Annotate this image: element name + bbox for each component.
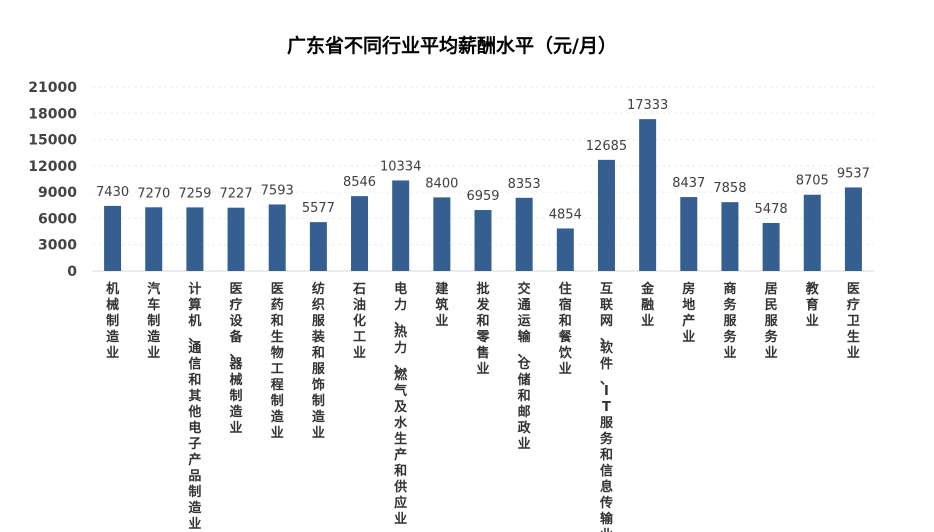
data-label: 7858: [713, 181, 746, 196]
bar: [433, 197, 451, 271]
bar: [186, 207, 204, 271]
bar: [721, 202, 739, 271]
bar: [639, 119, 657, 271]
bar: [268, 204, 286, 271]
y-tick-label: 18000: [28, 106, 77, 122]
y-tick-label: 9000: [38, 185, 77, 201]
category-label: 电力、热力、燃气及水生产和供应业: [393, 281, 408, 527]
y-axis-ticks: 0 3000 6000 9000 12000 15000 18000 21000: [28, 80, 77, 280]
data-label: 8400: [425, 176, 458, 191]
bar: [680, 197, 698, 271]
bar: [556, 228, 574, 271]
bar: [762, 223, 780, 271]
category-label: 计算机、通信和其他电子产品制造业: [187, 281, 202, 532]
category-label: 医疗卫生业: [847, 282, 860, 361]
category-label: 互联网、软件、IT服务和信息传输业: [599, 282, 614, 532]
data-label: 5478: [755, 202, 788, 217]
category-label: 纺织服装和服饰制造业: [311, 281, 326, 441]
category-label: 房地产业: [682, 281, 695, 345]
data-label: 10334: [380, 159, 421, 174]
bar: [474, 210, 492, 271]
y-tick-label: 0: [67, 264, 77, 280]
data-label: 6959: [466, 189, 499, 204]
chart-title: 广东省不同行业平均薪酬水平（元/月）: [287, 34, 617, 57]
category-label: 机械制造业: [106, 281, 120, 361]
category-label: 教育业: [805, 281, 820, 329]
bar: [145, 207, 163, 271]
category-label: 石油化工业: [352, 282, 366, 361]
data-label: 7593: [261, 183, 294, 198]
category-label: 医疗设备、器械制造业: [229, 282, 244, 436]
bar: [844, 187, 862, 271]
bar: [309, 222, 327, 271]
category-label: 建筑业: [435, 281, 448, 329]
bar: [104, 205, 122, 271]
data-label: 8353: [508, 177, 541, 192]
data-label: 9537: [837, 166, 870, 181]
data-label: 12685: [586, 139, 627, 154]
bar: [597, 159, 615, 271]
y-tick-label: 12000: [28, 159, 77, 175]
bars: [104, 119, 862, 271]
data-label: 8705: [796, 174, 829, 189]
data-label: 7259: [178, 186, 211, 201]
bar: [227, 207, 245, 271]
data-label: 17333: [627, 98, 668, 113]
category-label: 交通运输、仓储和邮政业: [517, 281, 532, 452]
data-label: 4854: [549, 207, 582, 222]
y-tick-label: 21000: [28, 80, 77, 96]
data-label: 8546: [343, 175, 376, 190]
bar: [515, 197, 533, 271]
category-label: 医药和生物工程制造业: [271, 282, 285, 441]
y-tick-label: 15000: [28, 133, 77, 149]
category-label: 汽车制造业: [147, 281, 161, 361]
category-label: 住宿和餐饮业: [558, 281, 573, 377]
data-label: 8437: [672, 176, 705, 191]
data-label: 7270: [137, 186, 170, 201]
data-label: 7430: [96, 185, 129, 200]
category-labels: 机械制造业 汽车制造业 计算机、通信和其他电子产品制造业 医疗设备、器械制造业 医药和生…: [106, 281, 860, 532]
y-tick-label: 3000: [38, 238, 77, 254]
category-label: 居民服务业: [765, 282, 779, 361]
bar: [803, 194, 821, 271]
data-label: 5577: [302, 201, 335, 216]
bar: [351, 196, 369, 271]
data-label: 7227: [220, 187, 253, 202]
y-tick-label: 6000: [38, 211, 77, 227]
category-label: 商务服务业: [723, 281, 737, 361]
bar: [392, 180, 410, 271]
category-label: 批发和零售业: [475, 281, 490, 377]
data-labels: 7430 7270 7259 7227 7593 5577 8546 10334 8400 695…: [96, 98, 870, 222]
category-label: 金融业: [640, 281, 655, 329]
